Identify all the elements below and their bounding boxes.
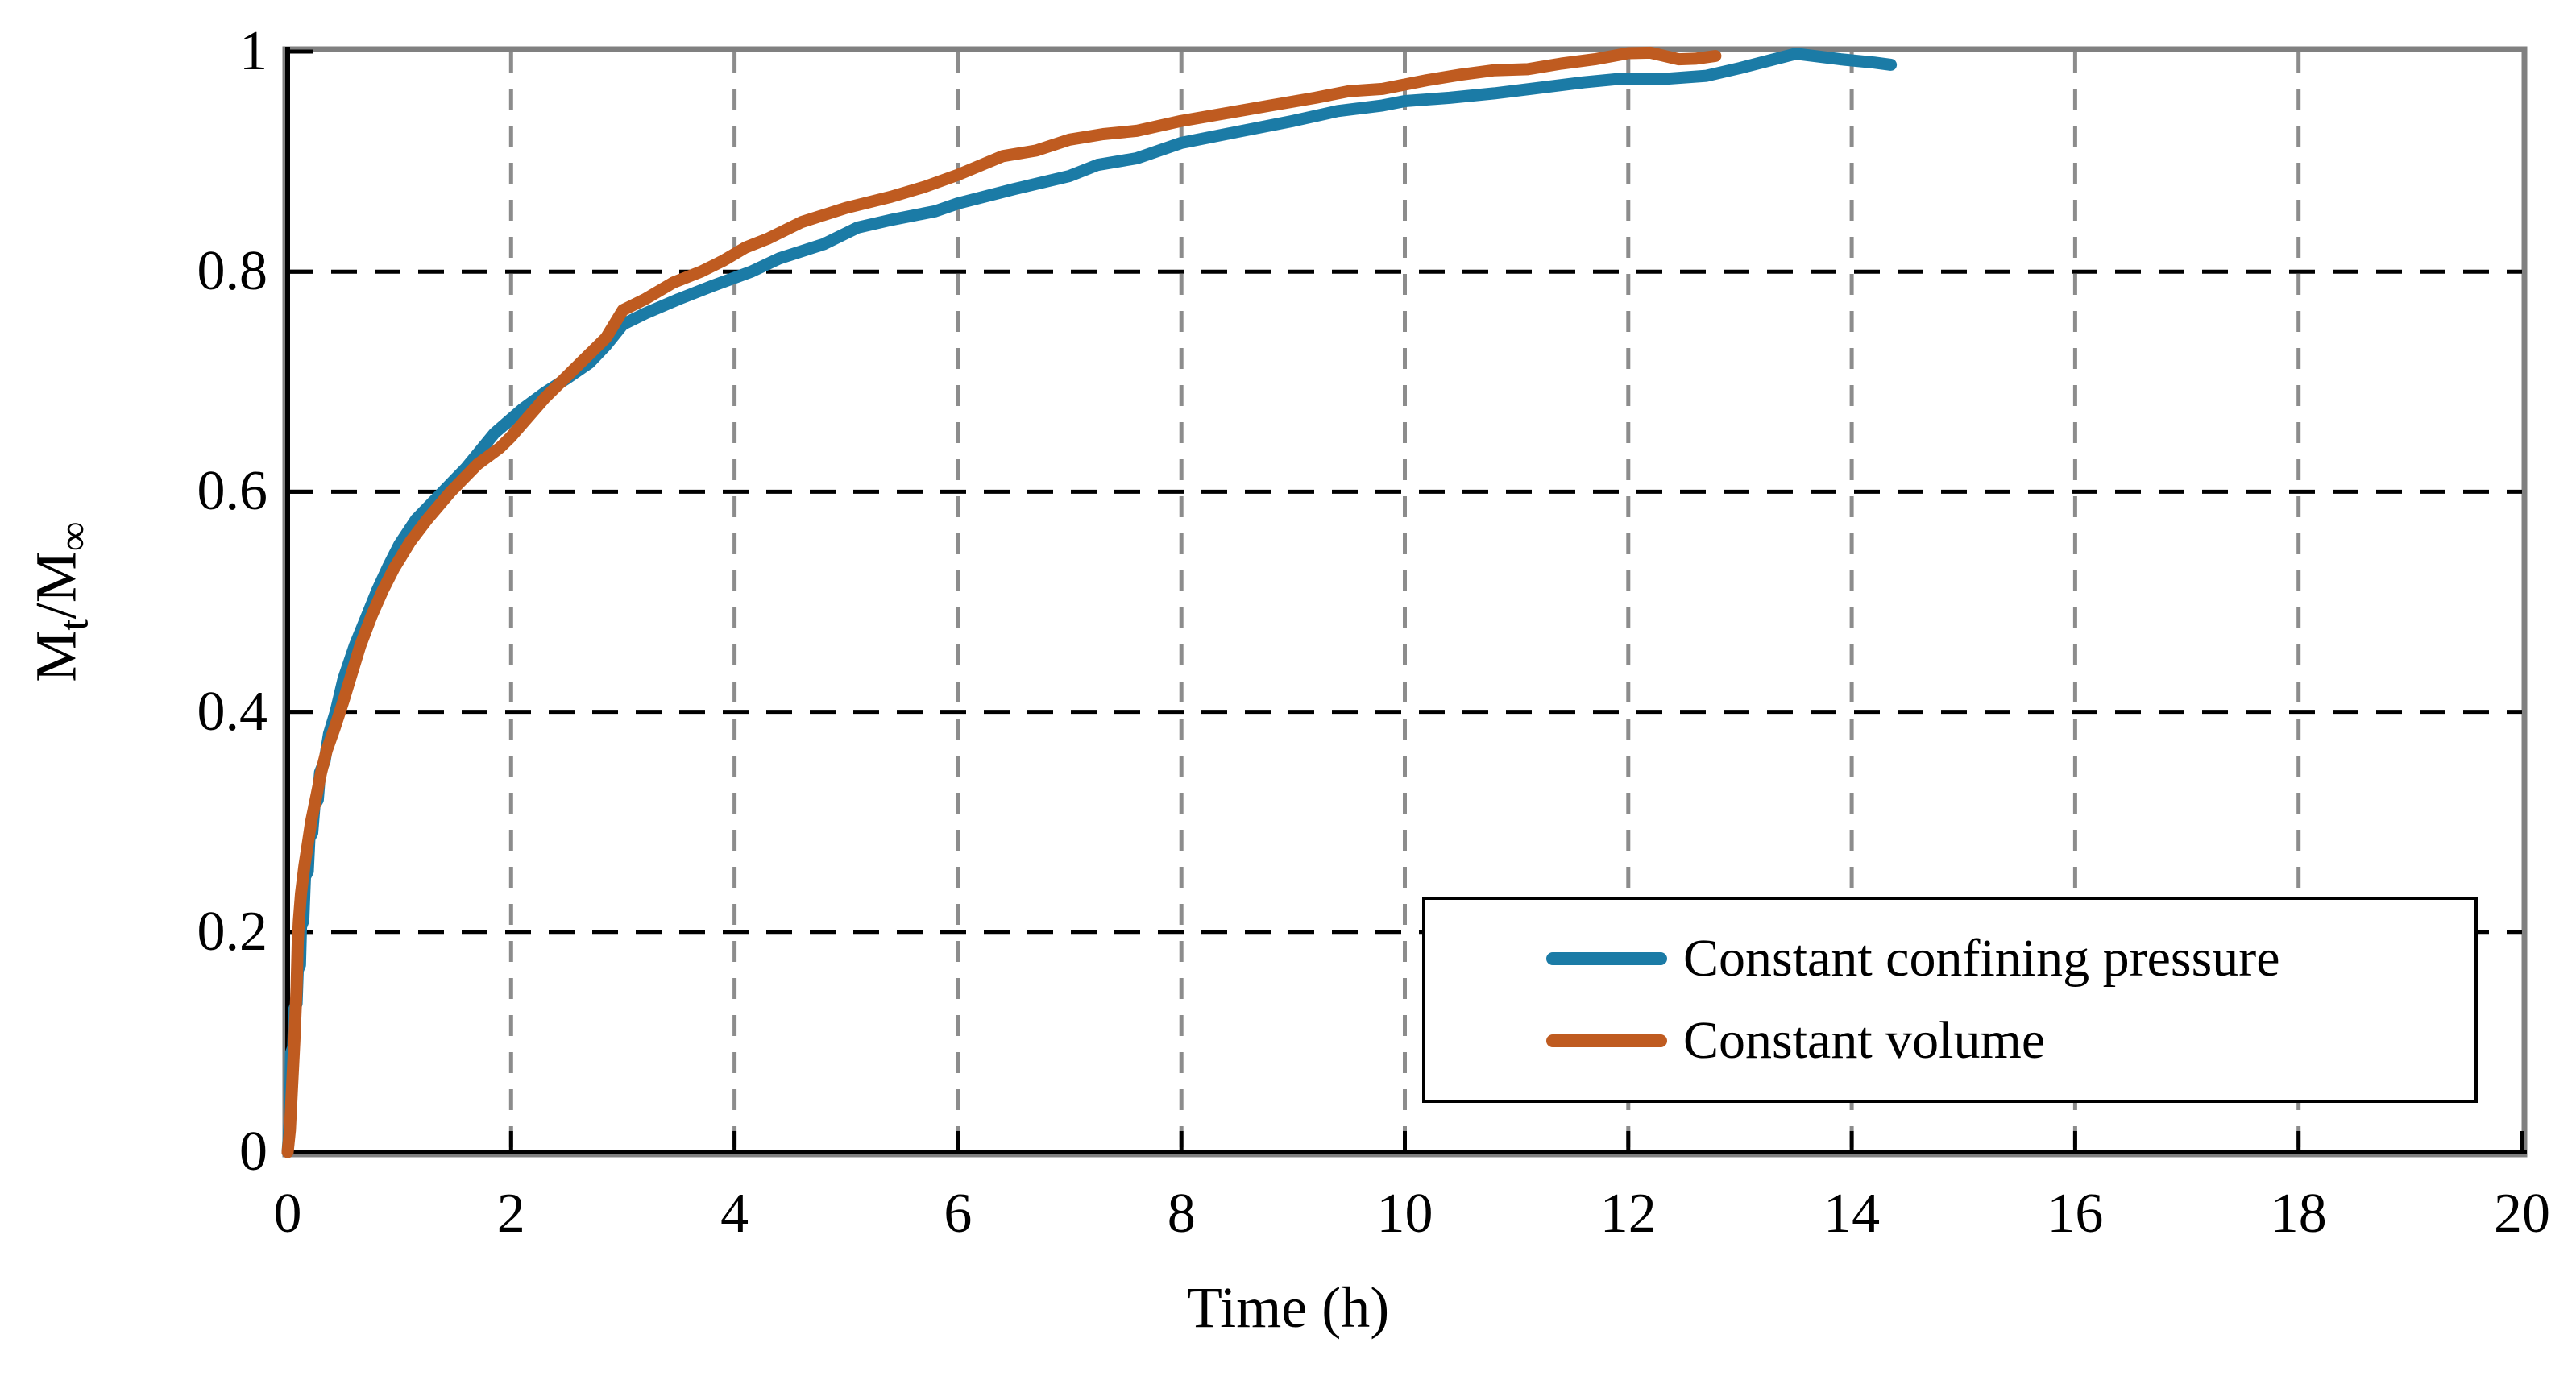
legend: Constant confining pressure Constant vol…	[1422, 897, 2478, 1103]
x-axis-title: Time (h)	[1186, 1275, 1390, 1340]
legend-label: Constant confining pressure	[1683, 929, 2280, 988]
y-tick-label-0.4: 0.4	[197, 680, 268, 743]
y-axis-title-mid: /M	[23, 551, 89, 620]
legend-row-constant-volume: Constant volume	[1546, 1010, 2474, 1071]
y-axis-title: Mt/M∞	[23, 521, 97, 682]
y-tick-label-0.6: 0.6	[197, 460, 268, 523]
x-tick-label-14: 14	[1823, 1183, 1881, 1245]
x-tick-label-2: 2	[496, 1183, 525, 1245]
legend-swatch-blue-line	[1546, 952, 1667, 965]
x-tick-label-0: 0	[273, 1183, 302, 1245]
x-tick-label-8: 8	[1167, 1183, 1196, 1245]
x-tick-label-20: 20	[2494, 1183, 2550, 1245]
legend-label: Constant volume	[1683, 1011, 2046, 1070]
x-tick-label-6: 6	[944, 1183, 973, 1245]
legend-swatch-orange-line	[1546, 1034, 1667, 1047]
legend-row-constant-confining-pressure: Constant confining pressure	[1546, 928, 2474, 989]
y-axis-title-sub-t: t	[51, 619, 97, 631]
series-line-constant-volume	[281, 46, 1722, 1158]
x-tick-label-18: 18	[2270, 1183, 2327, 1245]
x-tick-label-16: 16	[2047, 1183, 2104, 1245]
y-axis-title-base: M	[23, 630, 89, 682]
y-tick-label-1: 1	[239, 20, 268, 82]
y-tick-label-0: 0	[239, 1121, 268, 1183]
y-tick-label-0.2: 0.2	[197, 900, 268, 963]
x-tick-label-12: 12	[1599, 1183, 1657, 1245]
y-tick-label-0.8: 0.8	[197, 240, 268, 303]
x-tick-label-10: 10	[1376, 1183, 1433, 1245]
x-tick-label-4: 4	[720, 1183, 749, 1245]
